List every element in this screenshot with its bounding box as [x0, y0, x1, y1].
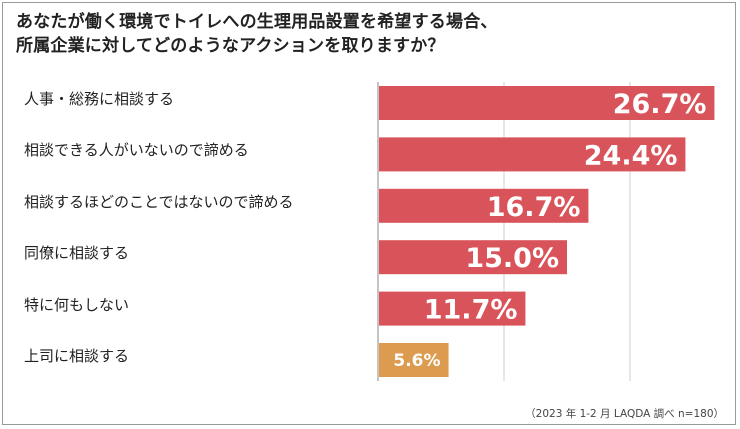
category-label-1: 人事・総務に相談する [24, 90, 175, 108]
value-label-3: 16.7% [487, 192, 581, 223]
bar-4 [379, 240, 567, 275]
value-label-1: 26.7% [613, 89, 707, 120]
category-label-5: 特に何もしない [24, 295, 130, 314]
value-label-2: 24.4% [584, 140, 678, 171]
category-label-3: 相談するほどのことではないので諦める [24, 192, 294, 211]
value-label-4: 15.0% [465, 243, 559, 274]
chart-frame [2, 2, 736, 425]
bar-1 [379, 86, 715, 120]
value-label-5: 11.7% [424, 295, 518, 326]
category-label-4: 同僚に相談する [24, 244, 130, 263]
bar-5 [379, 291, 526, 326]
bar-6 [379, 343, 449, 377]
value-label-6: 5.6% [393, 351, 440, 371]
bar-3 [379, 188, 589, 223]
source-note: （2023 年 1-2 月 LAQDA 調べ n=180） [525, 408, 724, 420]
chart-title: あなたが働く環境でトイレへの生理用品設置を希望する場合、 所属企業に対してどのよ… [16, 12, 498, 56]
bar-2 [379, 137, 686, 172]
category-label-2: 相談できる人がいないので諦める [24, 141, 249, 160]
category-label-6: 上司に相談する [24, 347, 130, 365]
